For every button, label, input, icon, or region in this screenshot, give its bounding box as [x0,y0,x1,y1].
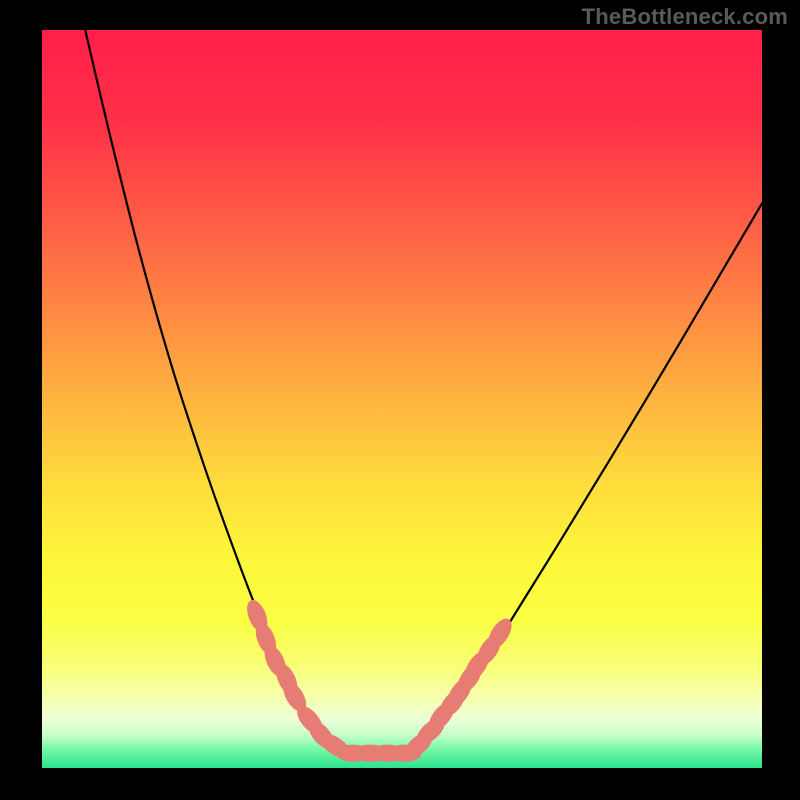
plot-background [42,30,762,768]
watermark-text: TheBottleneck.com [582,4,788,30]
canvas-root: TheBottleneck.com [0,0,800,800]
bottleneck-chart [0,0,800,800]
